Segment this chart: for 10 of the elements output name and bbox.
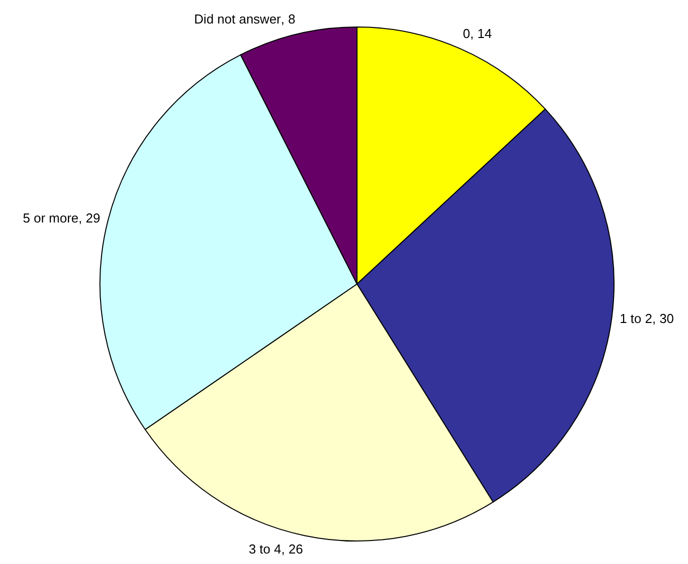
slice-label: 0 — [462, 26, 470, 42]
data-label: , 14 — [470, 26, 492, 42]
data-label: , 30 — [652, 310, 674, 326]
slice-label: 1 to 2 — [620, 310, 652, 326]
slice-label: Did not answer — [194, 11, 282, 26]
data-label: , 8 — [280, 11, 296, 26]
data-label: , 26 — [281, 541, 303, 556]
slice-label: 3 to 4 — [248, 541, 282, 556]
slice-label: 5 or more — [22, 210, 79, 226]
data-label: , 29 — [78, 210, 100, 226]
